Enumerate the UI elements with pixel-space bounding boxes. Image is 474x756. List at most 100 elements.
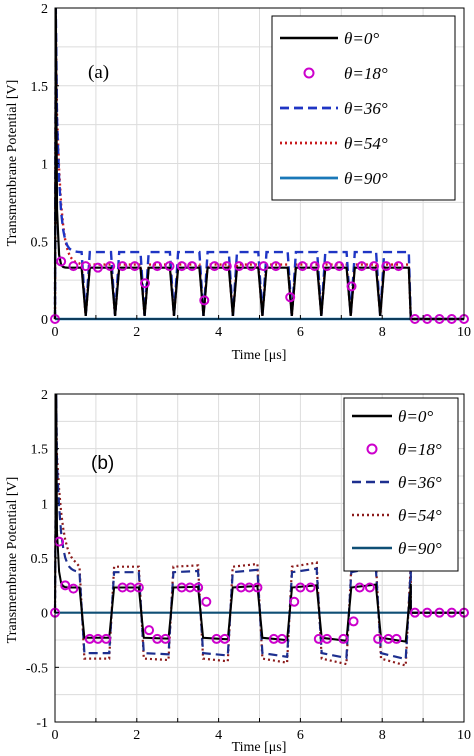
series-marker-theta18 <box>252 582 263 593</box>
x-tick-label: 10 <box>457 325 471 340</box>
series-marker-theta18 <box>234 261 245 272</box>
series-marker-theta18 <box>409 607 420 618</box>
legend-b: θ=0° θ=18° θ=36° θ=54° θ=90° <box>343 397 459 572</box>
series-marker-theta18 <box>133 582 144 593</box>
series-marker-theta18 <box>201 596 212 607</box>
series-marker-theta18 <box>391 633 402 644</box>
series-marker-theta18 <box>446 607 457 618</box>
series-marker-theta18 <box>393 261 404 272</box>
series-marker-theta18 <box>276 633 287 644</box>
series-marker-theta18 <box>164 261 175 272</box>
series-line-theta54 <box>53 410 464 667</box>
series-marker-theta18 <box>187 261 198 272</box>
series-marker-theta18 <box>354 582 365 593</box>
x-tick-label: 4 <box>215 728 222 743</box>
series-marker-theta18 <box>321 633 332 644</box>
legend-label: θ=36° <box>344 99 388 118</box>
series-marker-theta18 <box>152 261 163 272</box>
y-tick-label: 0 <box>41 313 48 328</box>
series-marker-theta18 <box>129 261 140 272</box>
series-marker-theta18 <box>285 292 296 303</box>
series-marker-theta18 <box>92 262 103 273</box>
series-marker-theta18 <box>369 261 380 272</box>
panel-label-a: (a) <box>88 62 109 83</box>
legend-label: θ=54° <box>344 134 388 153</box>
y-tick-label: 1.5 <box>31 80 49 95</box>
series-marker-theta18 <box>117 261 128 272</box>
series-marker-theta18 <box>422 607 433 618</box>
series-marker-theta18 <box>193 582 204 593</box>
series-marker-theta18 <box>321 261 332 272</box>
series-marker-theta18 <box>373 633 384 644</box>
series-marker-theta18 <box>176 261 187 272</box>
series-marker-theta18 <box>80 261 91 272</box>
series-marker-theta18 <box>295 582 306 593</box>
series-marker-theta18 <box>334 261 345 272</box>
series-marker-theta18 <box>199 295 210 306</box>
chart-panel-b: 0 2 4 6 8 10 -1 -0.5 0 0.5 1 1.5 2 (b) Time [μs] Tra… <box>5 388 471 755</box>
series-marker-theta18 <box>258 261 269 272</box>
legend-label: θ=90° <box>398 539 442 558</box>
series-marker-theta18 <box>305 582 316 593</box>
x-tick-label: 6 <box>297 325 304 340</box>
series-marker-theta18 <box>60 580 71 591</box>
legend-label: θ=0° <box>398 407 433 426</box>
series-marker-theta18 <box>364 582 375 593</box>
y-axis-label-b: Transmembrane Potential [V] <box>5 477 20 644</box>
legend-label: θ=36° <box>398 473 442 492</box>
series-marker-theta18 <box>101 633 112 644</box>
series-marker-theta18 <box>56 256 67 267</box>
y-tick-label: 0 <box>41 607 48 622</box>
series-marker-theta18 <box>289 596 300 607</box>
x-tick-label: 10 <box>457 728 471 743</box>
series-marker-theta18 <box>346 281 357 292</box>
y-tick-label: 1.5 <box>31 443 49 458</box>
series-marker-theta18 <box>219 633 230 644</box>
y-tick-label: 2 <box>41 2 48 17</box>
y-tick-label: 2 <box>41 388 48 403</box>
y-tick-label: 0.5 <box>31 552 49 567</box>
chart-panel-a: 0 2 4 6 8 10 0 0.5 1 1.5 2 (a) Time [μs] Transmemb… <box>5 2 471 363</box>
ticks-a: 0 2 4 6 8 10 0 0.5 1 1.5 2 <box>31 2 472 340</box>
x-tick-label: 6 <box>297 728 304 743</box>
series-group-b <box>50 393 469 667</box>
series-marker-theta18 <box>246 261 257 272</box>
series-marker-theta18 <box>68 261 79 272</box>
y-tick-label: -0.5 <box>26 661 48 676</box>
y-tick-label: 0.5 <box>31 235 49 250</box>
series-line-theta36 <box>53 393 464 661</box>
legend-label: θ=54° <box>398 506 442 525</box>
legend-label: θ=18° <box>398 440 442 459</box>
series-marker-theta18 <box>434 607 445 618</box>
legend-label: θ=0° <box>344 29 379 48</box>
legend-marker-theta18 <box>366 443 378 455</box>
series-marker-theta18 <box>270 261 281 272</box>
x-axis-label-a: Time [μs] <box>232 348 287 363</box>
x-tick-label: 0 <box>52 325 59 340</box>
series-marker-theta18 <box>221 261 232 272</box>
x-tick-label: 4 <box>215 325 222 340</box>
y-axis-label-a: Transmembrane Potential [V] <box>5 80 20 247</box>
legend-a: θ=0° θ=18° θ=36° θ=54° θ=90° <box>271 15 456 201</box>
y-tick-label: 1 <box>41 158 48 173</box>
series-marker-theta18 <box>348 616 359 627</box>
series-marker-theta18 <box>356 261 367 272</box>
y-tick-label: 1 <box>41 497 48 512</box>
series-marker-theta18 <box>309 261 320 272</box>
legend-box <box>343 397 459 572</box>
y-tick-label: -1 <box>36 716 48 731</box>
panel-label-b: (b) <box>91 453 114 474</box>
ticks-b: 0 2 4 6 8 10 -1 -0.5 0 0.5 1 1.5 2 <box>26 388 471 743</box>
series-marker-theta18 <box>209 261 220 272</box>
series-marker-theta18 <box>144 625 155 636</box>
series-marker-theta18 <box>297 261 308 272</box>
series-marker-theta18 <box>68 583 79 594</box>
series-marker-theta18 <box>160 633 171 644</box>
x-tick-label: 8 <box>379 728 386 743</box>
series-marker-theta18 <box>338 633 349 644</box>
series-marker-theta18 <box>105 261 116 272</box>
series-marker-theta18 <box>381 261 392 272</box>
legend-label: θ=18° <box>344 64 388 83</box>
legend-label: θ=90° <box>344 169 388 188</box>
